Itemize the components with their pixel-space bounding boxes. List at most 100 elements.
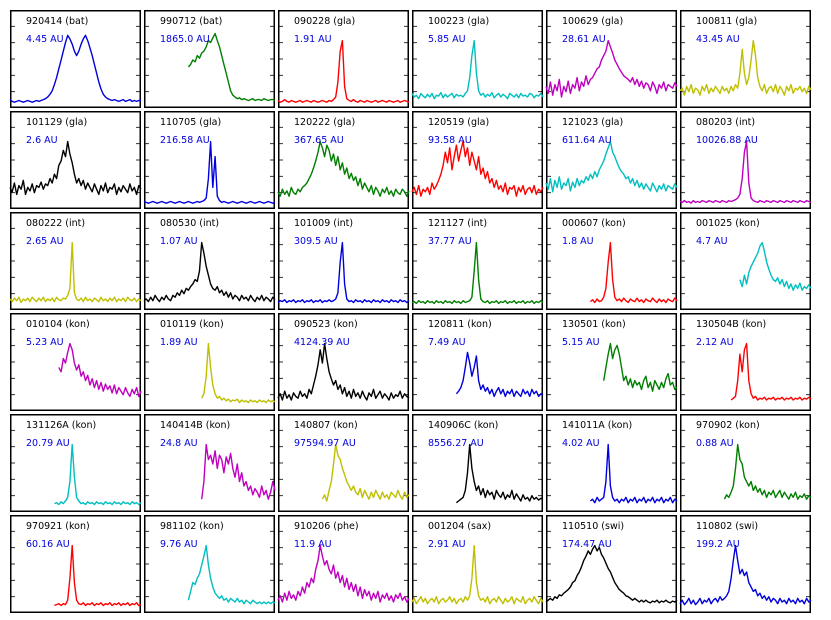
burst-id-label: 010104 (kon) [26,319,90,330]
panel-plot [10,515,142,613]
distance-au-label: 37.77 AU [428,236,472,247]
light-curve-panel: 121023 (gla) 611.64 AU [545,111,678,209]
light-curve-panel: 120811 (kon) 7.49 AU [412,313,544,411]
light-curve-panel: 130504B (kon) 2.12 AU [680,313,812,411]
light-curve-panel: 101009 (int) 309.5 AU [277,212,410,310]
distance-au-label: 1.91 AU [294,34,332,45]
light-curve-line [739,241,812,291]
panel-plot [545,10,678,108]
light-curve-line [277,342,410,401]
distance-au-label: 174.47 AU [562,539,612,550]
panel-plot [143,212,276,310]
light-curve-panel: 100811 (gla) 43.45 AU [679,10,812,108]
light-curve-panel: 970921 (kon) 60.16 AU [10,515,142,613]
burst-id-label: 001025 (kon) [696,218,760,229]
panel-plot [9,111,142,209]
panel-plot [679,111,812,209]
distance-au-label: 309.5 AU [294,236,338,247]
panel-plot [679,10,812,108]
light-curve-panel: 001204 (sax) 2.91 AU [411,515,544,613]
panel-plot [278,414,410,512]
light-curve-panel: 080203 (int) 10026.88 AU [679,111,812,209]
burst-id-label: 110510 (swi) [562,521,625,532]
light-curve-panel: 140906C (kon) 8556.27 AU [412,414,544,512]
light-curve-panel: 970902 (kon) 0.88 AU [680,414,812,512]
light-curve-line [54,443,142,506]
panel-plot [412,414,544,512]
burst-id-label: 100811 (gla) [696,16,758,27]
distance-au-label: 367.65 AU [294,135,344,146]
panel-plot [546,414,678,512]
distance-au-label: 216.58 AU [160,135,210,146]
burst-id-label: 130501 (kon) [562,319,626,330]
light-curve-line [545,544,678,604]
panel-plot [277,515,410,613]
distance-au-label: 4.45 AU [26,34,64,45]
light-curve-panel: 110802 (swi) 199.2 AU [679,515,812,613]
burst-id-label: 970921 (kon) [26,521,90,532]
burst-id-label: 130504B (kon) [696,319,767,330]
burst-id-label: 080530 (int) [160,218,220,229]
distance-au-label: 4.7 AU [696,236,728,247]
burst-id-label: 080222 (int) [26,218,86,229]
light-curve-line [603,342,678,392]
panel-plot [680,212,812,310]
distance-au-label: 5.23 AU [26,337,64,348]
light-curve-panel: 090523 (kon) 4124.39 AU [277,313,410,411]
panel-plot [546,313,678,411]
light-curve-panel: 120519 (gla) 93.58 AU [411,111,544,209]
distance-au-label: 199.2 AU [696,539,740,550]
light-curve-line [545,39,678,98]
distance-au-label: 7.49 AU [428,337,466,348]
distance-au-label: 1.8 AU [562,236,594,247]
light-curve-line [277,241,410,304]
panel-plot [144,10,276,108]
distance-au-label: 2.6 AU [26,135,58,146]
light-curve-line [679,140,812,204]
light-curve-panel: 990712 (bat) 1865.0 AU [144,10,276,108]
light-curve-panel: 130501 (kon) 5.15 AU [546,313,678,411]
distance-au-label: 8556.27 AU [428,438,484,449]
light-curve-panel: 121127 (int) 37.77 AU [411,212,544,310]
distance-au-label: 9.76 AU [160,539,198,550]
light-curve-line [9,34,141,103]
burst-id-label: 121127 (int) [428,218,488,229]
panel-plot [10,414,142,512]
light-curve-panel: 001025 (kon) 4.7 AU [680,212,812,310]
panel-plot [144,414,276,512]
burst-id-label: 100629 (gla) [562,16,624,27]
light-curve-line [54,544,142,607]
burst-id-label: 990712 (bat) [160,16,223,27]
light-curve-panel: 000607 (kon) 1.8 AU [546,212,678,310]
distance-au-label: 1.07 AU [160,236,198,247]
light-curve-panel: 120222 (gla) 367.65 AU [277,111,410,209]
distance-au-label: 0.88 AU [696,438,734,449]
panel-plot [411,10,544,108]
distance-au-label: 43.45 AU [696,34,740,45]
panel-plot [9,212,142,310]
panel-plot [411,212,544,310]
burst-id-label: 140807 (kon) [294,420,358,431]
burst-id-label: 101129 (gla) [26,117,88,128]
burst-id-label: 120222 (gla) [294,117,356,128]
burst-id-label: 910206 (phe) [294,521,359,532]
light-curve-line [455,351,544,398]
light-curve-panel: 090228 (gla) 1.91 AU [277,10,410,108]
light-curve-line [589,241,678,304]
panel-plot [277,212,410,310]
light-curve-line [589,443,678,504]
light-curve-panel: 080530 (int) 1.07 AU [143,212,276,310]
distance-au-label: 611.64 AU [562,135,612,146]
distance-au-label: 28.61 AU [562,34,606,45]
panel-plot [10,313,142,411]
distance-au-label: 2.65 AU [26,236,64,247]
light-curve-panel: 100223 (gla) 5.85 AU [411,10,544,108]
light-curve-line [455,443,544,504]
light-curve-line [411,39,544,100]
burst-id-label: 140414B (kon) [160,420,231,431]
panel-plot [411,515,544,613]
burst-id-label: 080203 (int) [696,117,756,128]
light-curve-line [411,241,544,305]
light-curve-line [411,544,544,605]
